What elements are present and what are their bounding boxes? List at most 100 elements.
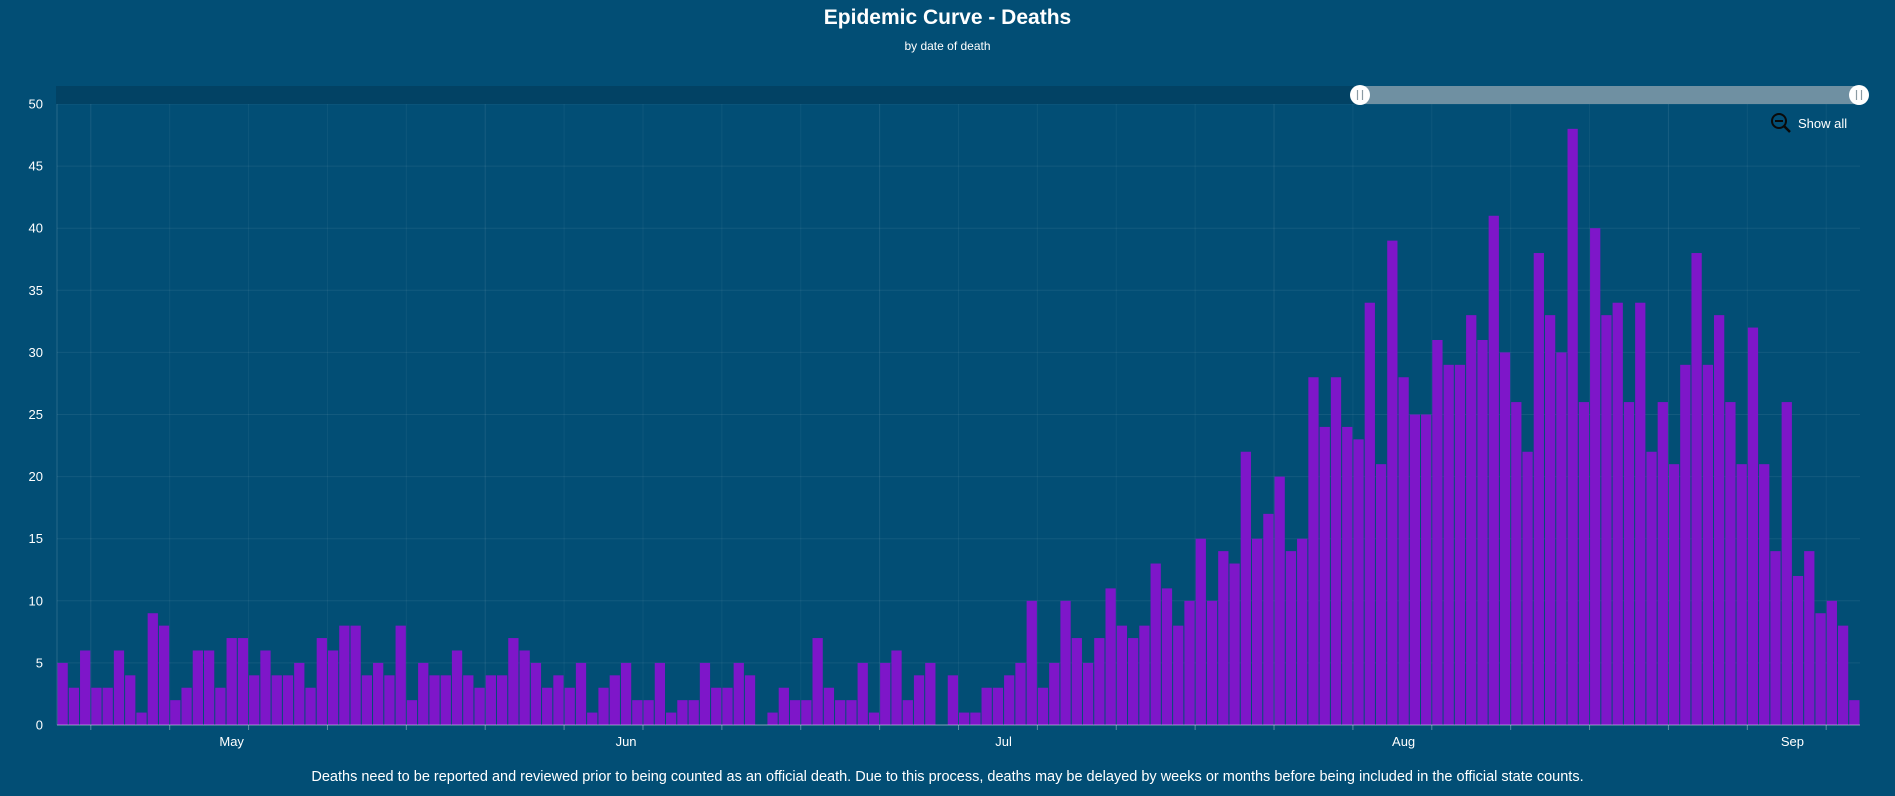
bar — [868, 712, 880, 725]
range-scrollbar[interactable] — [56, 85, 1869, 105]
bar — [260, 650, 271, 725]
bar — [1702, 364, 1714, 725]
chart-title: Epidemic Curve - Deaths — [823, 6, 1072, 29]
y-tick-label: 30 — [29, 345, 43, 360]
zoom-out-icon — [1771, 113, 1791, 133]
bar — [361, 675, 373, 725]
bar — [1026, 600, 1037, 725]
bar — [609, 675, 620, 725]
bar — [1206, 600, 1218, 725]
bar — [654, 662, 666, 725]
bar — [373, 662, 384, 725]
bar — [294, 662, 305, 725]
bar — [846, 700, 857, 725]
y-tick-label: 15 — [29, 531, 43, 546]
bar — [835, 700, 846, 725]
bar — [789, 700, 801, 725]
bar — [384, 675, 395, 725]
bar — [812, 638, 823, 725]
bar — [1375, 464, 1387, 725]
bar — [947, 675, 958, 725]
bar — [80, 650, 91, 725]
bar — [553, 675, 564, 725]
bar — [970, 712, 981, 725]
bar — [1466, 315, 1477, 725]
bar — [767, 712, 778, 725]
bar — [519, 650, 530, 725]
scrollbar-thumb[interactable] — [1360, 86, 1859, 104]
bar — [1274, 476, 1285, 725]
bar — [339, 625, 350, 725]
bar — [1173, 625, 1184, 725]
bar — [1060, 600, 1071, 725]
bar — [1364, 302, 1375, 725]
bar — [778, 687, 789, 725]
bar — [1285, 551, 1297, 725]
bar — [1781, 402, 1792, 725]
bar — [1251, 538, 1263, 725]
bar — [1409, 414, 1421, 725]
bar — [1736, 464, 1747, 725]
chart-bars — [57, 128, 1860, 726]
bar — [1443, 364, 1454, 725]
bar — [1635, 302, 1646, 725]
bar — [395, 625, 406, 725]
y-tick-label: 45 — [29, 159, 43, 174]
y-tick-label: 0 — [36, 718, 43, 733]
bar — [1263, 513, 1274, 725]
bar — [1015, 662, 1026, 725]
bar — [902, 700, 913, 725]
bar — [1049, 662, 1060, 725]
bar — [1804, 551, 1815, 725]
show-all-button[interactable]: Show all — [1770, 111, 1847, 135]
bar — [1657, 402, 1668, 725]
bar — [485, 675, 496, 725]
bar — [598, 687, 609, 725]
bar — [1184, 600, 1195, 725]
bar — [496, 675, 508, 725]
bar — [1511, 402, 1522, 725]
bar — [1116, 625, 1128, 725]
x-tick-label: May — [219, 734, 244, 749]
bar — [1398, 377, 1409, 725]
x-tick-label: Sep — [1781, 734, 1804, 749]
bar — [1319, 426, 1330, 725]
bar — [1353, 439, 1364, 725]
chart-axes: 0 5 10 15 20 25 30 35 40 45 50 May Jun Jul Aug Sep — [29, 97, 1860, 749]
bar — [158, 625, 170, 725]
bar — [474, 687, 485, 725]
bar — [305, 687, 316, 725]
bar — [57, 662, 68, 725]
bar — [1037, 687, 1049, 725]
bar — [1623, 402, 1635, 725]
y-tick-label: 40 — [29, 221, 43, 236]
bar — [575, 662, 587, 725]
bar — [1770, 551, 1781, 725]
bar — [1308, 377, 1319, 725]
bar — [925, 662, 936, 725]
bar — [733, 662, 744, 725]
bar — [282, 675, 294, 725]
bar — [215, 687, 226, 725]
y-tick-label: 10 — [29, 593, 43, 608]
bar — [463, 675, 474, 725]
bar — [1759, 464, 1770, 725]
bar — [1725, 402, 1736, 725]
x-tick-label: Jun — [616, 734, 637, 749]
bar — [271, 675, 282, 725]
bar — [1567, 128, 1578, 726]
y-tick-label: 25 — [29, 407, 43, 422]
scrollbar-handle-right[interactable] — [1849, 85, 1869, 105]
bar — [1150, 563, 1161, 725]
bar — [113, 650, 125, 725]
bar — [1714, 315, 1725, 725]
bar — [1499, 352, 1511, 725]
bar — [677, 700, 688, 725]
bar — [451, 650, 463, 725]
scrollbar-handle-left[interactable] — [1350, 85, 1370, 105]
bar — [801, 700, 812, 725]
bar — [1105, 588, 1116, 725]
bar — [406, 700, 418, 725]
bar — [440, 675, 451, 725]
bar — [542, 687, 553, 725]
